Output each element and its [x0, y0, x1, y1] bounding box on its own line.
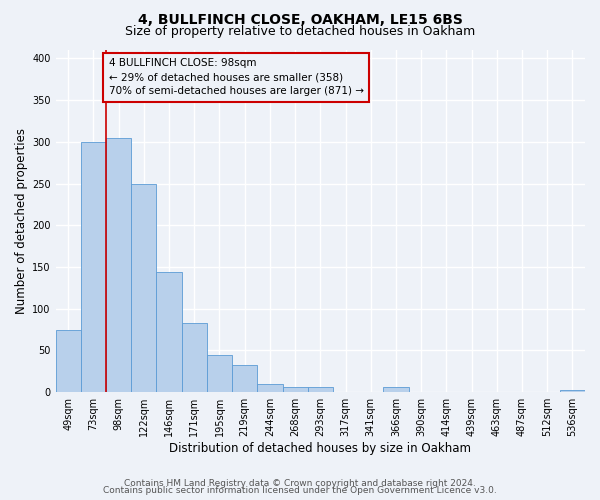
Bar — [207, 356, 232, 392]
Text: Size of property relative to detached houses in Oakham: Size of property relative to detached ho… — [125, 25, 475, 38]
X-axis label: Distribution of detached houses by size in Oakham: Distribution of detached houses by size … — [169, 442, 472, 455]
Bar — [232, 366, 257, 392]
Text: 4 BULLFINCH CLOSE: 98sqm
← 29% of detached houses are smaller (358)
70% of semi-: 4 BULLFINCH CLOSE: 98sqm ← 29% of detach… — [109, 58, 364, 96]
Text: 4, BULLFINCH CLOSE, OAKHAM, LE15 6BS: 4, BULLFINCH CLOSE, OAKHAM, LE15 6BS — [137, 12, 463, 26]
Bar — [81, 142, 106, 392]
Bar — [131, 184, 157, 392]
Text: Contains HM Land Registry data © Crown copyright and database right 2024.: Contains HM Land Registry data © Crown c… — [124, 478, 476, 488]
Bar — [182, 323, 207, 392]
Bar — [383, 387, 409, 392]
Text: Contains public sector information licensed under the Open Government Licence v3: Contains public sector information licen… — [103, 486, 497, 495]
Bar — [106, 138, 131, 392]
Bar — [157, 272, 182, 392]
Bar — [283, 387, 308, 392]
Bar — [56, 330, 81, 392]
Y-axis label: Number of detached properties: Number of detached properties — [15, 128, 28, 314]
Bar — [308, 387, 333, 392]
Bar — [560, 390, 585, 392]
Bar — [257, 384, 283, 392]
